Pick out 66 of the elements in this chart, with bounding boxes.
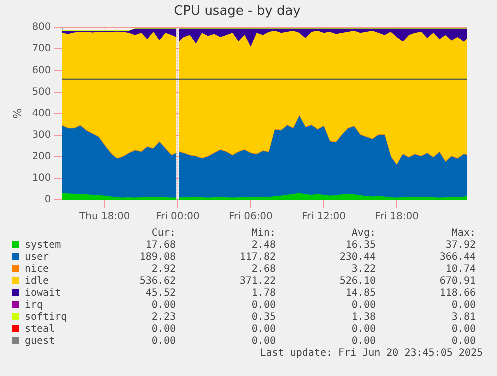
y-tick-label: 0 — [44, 194, 52, 206]
text: 2.68 — [250, 264, 276, 276]
legend-label: guest — [24, 336, 56, 348]
y-tick-label: 200 — [32, 151, 52, 162]
text: 10.74 — [444, 264, 476, 276]
legend-label: softirq — [24, 312, 68, 324]
chart-title: CPU usage - by day — [174, 4, 302, 20]
text: 37.92 — [444, 240, 476, 252]
y-axis-title: % — [11, 108, 24, 120]
text: Cur: — [150, 228, 176, 240]
text: 366.44 — [438, 252, 476, 264]
text: Avg: — [350, 228, 376, 240]
text: 17.68 — [144, 240, 176, 252]
text: 117.82 — [238, 252, 276, 264]
text: 0.00 — [350, 300, 376, 312]
text: 2.92 — [150, 264, 176, 276]
text: 14.85 — [344, 288, 376, 300]
y-tick-label: 100 — [32, 173, 52, 184]
text: 1.78 — [250, 288, 276, 300]
legend-label: iowait — [24, 288, 62, 300]
y-tick-label: 700 — [32, 44, 52, 55]
text: 670.91 — [438, 276, 476, 288]
text: 0.00 — [250, 336, 276, 348]
text: 536.62 — [138, 276, 176, 288]
text: Last update: Fri Jun 20 23:45:05 2025 — [260, 348, 483, 360]
text: 2.23 — [150, 312, 176, 324]
text: 0.00 — [350, 336, 376, 348]
text: 0.00 — [150, 336, 176, 348]
text: 0.00 — [250, 300, 276, 312]
text: 526.10 — [338, 276, 376, 288]
y-tick-label: 300 — [32, 130, 52, 141]
text: Max: — [450, 228, 476, 240]
legend-label: user — [24, 252, 50, 264]
x-tick-label: Thu 18:00 — [78, 212, 130, 223]
text: 0.35 — [250, 312, 276, 324]
text: 189.08 — [138, 252, 176, 264]
text: 2.48 — [250, 240, 276, 252]
x-tick-label: Fri 06:00 — [228, 212, 273, 223]
text: 371.22 — [238, 276, 276, 288]
text: 3.22 — [350, 264, 376, 276]
x-tick-label: Fri 12:00 — [302, 212, 346, 223]
text: 1.38 — [350, 312, 376, 324]
text: 0.00 — [450, 336, 476, 348]
text: 230.44 — [338, 252, 376, 264]
text: 118.66 — [438, 288, 476, 300]
legend-label: irq — [24, 300, 44, 312]
text: Min: — [250, 228, 276, 240]
text: 0.00 — [450, 300, 476, 312]
text: 16.35 — [344, 240, 376, 252]
text: 0.00 — [150, 300, 176, 312]
text: 45.52 — [144, 288, 176, 300]
y-tick-label: 400 — [32, 108, 52, 120]
x-tick-label: Fri 18:00 — [375, 212, 419, 223]
text: 0.00 — [350, 324, 376, 336]
y-tick-label: 600 — [32, 65, 52, 76]
x-tick-label: Fri 00:00 — [156, 212, 200, 223]
legend-label: system — [24, 240, 62, 252]
text: 0.00 — [250, 324, 276, 336]
text: 3.81 — [450, 312, 476, 324]
y-tick-label: 800 — [32, 22, 52, 34]
legend-label: idle — [24, 276, 50, 288]
legend-label: steal — [24, 324, 56, 336]
text: 0.00 — [150, 324, 176, 336]
legend-label: nice — [24, 264, 50, 276]
y-tick-label: 500 — [32, 86, 52, 98]
text: 0.00 — [450, 324, 476, 336]
